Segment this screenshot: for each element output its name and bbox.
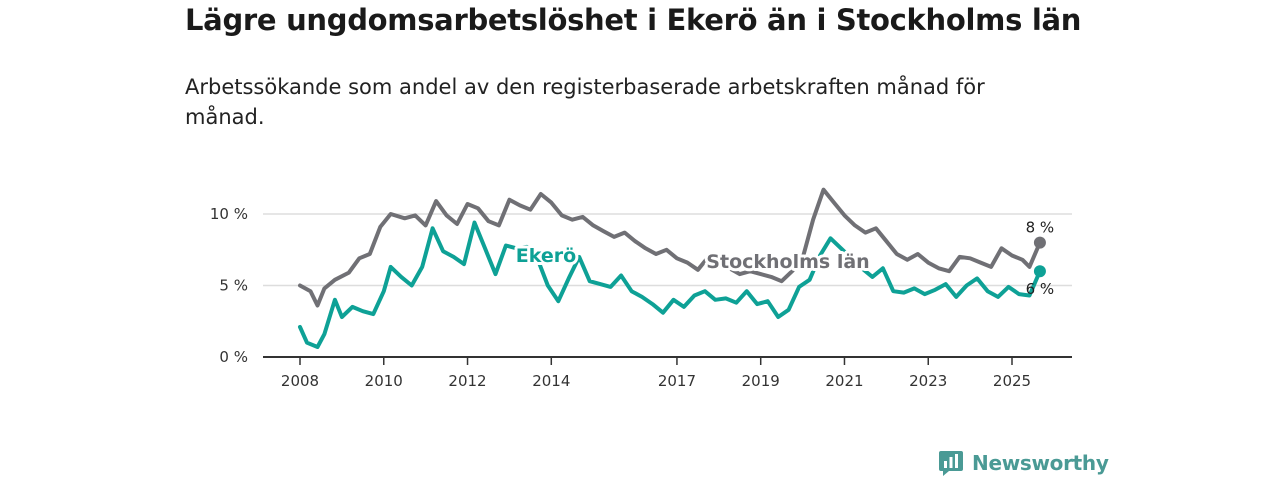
series-labels: 8 % 6 % Stockholms län Ekerö: [513, 219, 1055, 299]
series-lines: [298, 187, 1046, 349]
x-tick-label: 2014: [532, 372, 570, 390]
newsworthy-brand[interactable]: Newsworthy: [938, 449, 1109, 477]
chart-subtitle: Arbetssökande som andel av den registerb…: [185, 75, 985, 129]
x-tick-label: 2025: [993, 372, 1031, 390]
x-axis: 2008 2010 2012 2014 2017 2019 2021 2023 2025: [263, 356, 1072, 390]
x-tick-label: 2008: [281, 372, 319, 390]
y-tick-label: 10 %: [210, 205, 248, 223]
y-tick-label: 0 %: [219, 348, 248, 366]
endpoint-dot-ekero: [1033, 265, 1046, 278]
end-value-label: 8 %: [1026, 219, 1055, 237]
line-chart: 0 %5 %10 % 2008 2010 2012 2014 2017 2019 2021 2…: [210, 187, 1072, 390]
x-tick-label: 2012: [448, 372, 486, 390]
end-value-label: 6 %: [1026, 280, 1055, 298]
x-tick-label: 2021: [825, 372, 863, 390]
series-name-label: Stockholms län: [706, 251, 869, 273]
x-tick-label: 2023: [909, 372, 947, 390]
series-line-ekero: [298, 220, 1042, 349]
x-tick-label: 2017: [658, 372, 696, 390]
y-tick-label: 5 %: [219, 277, 248, 295]
y-axis-labels: 0 % 5 % 10 %: [210, 205, 248, 366]
chart-title: Lägre ungdomsarbetslöshet i Ekerö än i S…: [185, 3, 1082, 37]
newsworthy-wordmark: Newsworthy: [972, 451, 1109, 475]
series-line-stockholm: [298, 187, 1042, 308]
gridlines: [263, 213, 1072, 287]
x-tick-label: 2019: [742, 372, 780, 390]
series-name-label: Ekerö: [516, 245, 576, 267]
newsworthy-logo-icon: [939, 451, 963, 476]
endpoint-dot-stockholm: [1033, 236, 1046, 249]
x-tick-label: 2010: [365, 372, 403, 390]
